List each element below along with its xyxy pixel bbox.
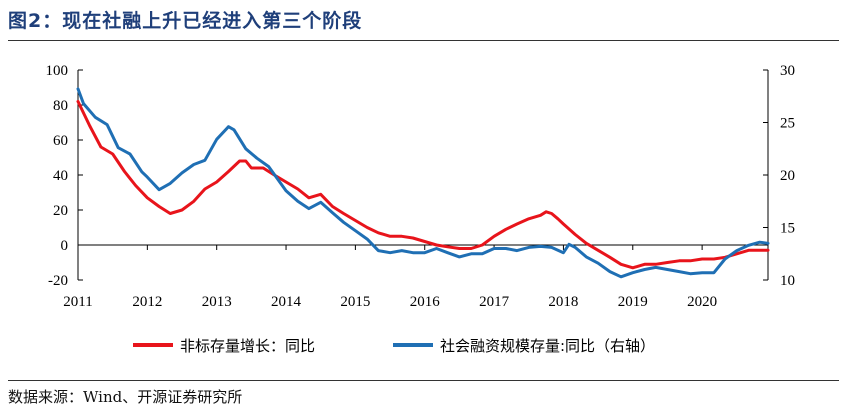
legend-label-2: 社会融资规模存量:同比（右轴） — [440, 337, 655, 355]
y-left-tick-label: 80 — [53, 98, 68, 114]
y-right-tick-label: 25 — [780, 116, 795, 132]
chart-legend: 非标存量增长：同比 社会融资规模存量:同比（右轴） — [133, 337, 655, 355]
x-tick-label: 2020 — [687, 294, 717, 310]
y-left-tick-label: 20 — [53, 203, 68, 219]
x-tick-label: 2016 — [410, 294, 441, 310]
x-tick-label: 2018 — [548, 294, 578, 310]
title-rule — [8, 40, 839, 41]
y-right-tick-label: 20 — [780, 168, 795, 184]
line-chart: -20 0 20 40 60 80 100 10 15 20 25 30 2011 2012 2013 201… — [46, 63, 796, 355]
chart-axes: -20 0 20 40 60 80 100 10 15 20 25 30 2011 2012 2013 201… — [46, 63, 796, 310]
series-line-1 — [76, 100, 770, 270]
x-tick-label: 2015 — [340, 294, 370, 310]
legend-label-1: 非标存量增长：同比 — [180, 337, 315, 355]
x-tick-label: 2017 — [479, 294, 510, 310]
y-left-tick-label: -20 — [48, 273, 68, 289]
y-left-tick-label: 40 — [53, 168, 68, 184]
x-tick-label: 2011 — [63, 294, 92, 310]
x-tick-label: 2013 — [202, 294, 232, 310]
y-left-tick-label: 60 — [53, 133, 68, 149]
source-note: 数据来源：Wind、开源证券研究所 — [8, 388, 243, 406]
y-right-tick-label: 30 — [780, 63, 795, 79]
source-rule — [8, 380, 839, 381]
y-right-tick-label: 15 — [780, 221, 795, 237]
y-left-tick-label: 0 — [61, 238, 69, 254]
x-tick-label: 2019 — [618, 294, 648, 310]
series-line-2 — [76, 87, 770, 279]
x-tick-label: 2012 — [132, 294, 162, 310]
chart-series — [76, 87, 770, 279]
chart-title: 图2：现在社融上升已经进入第三个阶段 — [8, 10, 363, 32]
x-tick-label: 2014 — [271, 294, 302, 310]
y-right-tick-label: 10 — [780, 273, 795, 289]
y-left-tick-label: 100 — [46, 63, 69, 79]
